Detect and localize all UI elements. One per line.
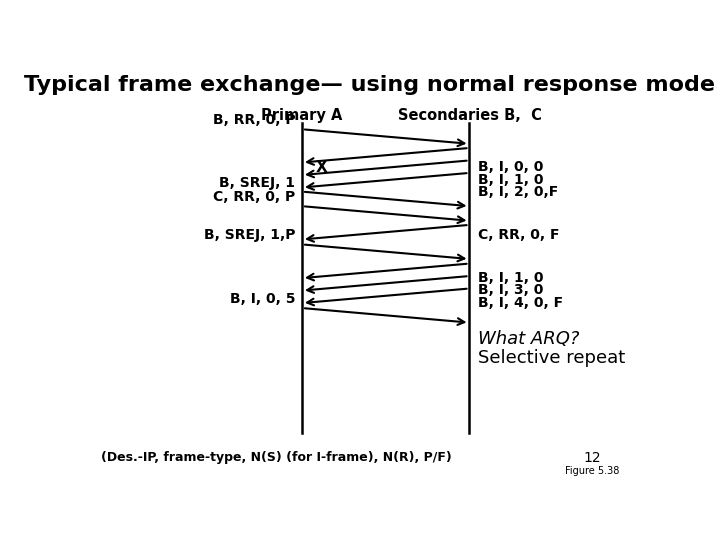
Text: B, I, 0, 5: B, I, 0, 5 xyxy=(230,292,295,306)
Text: B, I, 1, 0: B, I, 1, 0 xyxy=(478,271,544,285)
Text: Figure 5.38: Figure 5.38 xyxy=(565,467,619,476)
Text: 12: 12 xyxy=(583,451,601,465)
Text: (Des.-IP, frame-type, N(S) (for I-frame), N(R), P/F): (Des.-IP, frame-type, N(S) (for I-frame)… xyxy=(101,451,452,464)
Text: Secondaries B,  C: Secondaries B, C xyxy=(397,109,541,124)
Text: B, RR, 0, P: B, RR, 0, P xyxy=(212,113,295,127)
Text: Selective repeat: Selective repeat xyxy=(478,349,625,367)
Text: B, I, 3, 0: B, I, 3, 0 xyxy=(478,283,543,297)
Text: C, RR, 0, P: C, RR, 0, P xyxy=(213,190,295,204)
Text: Typical frame exchange— using normal response mode: Typical frame exchange— using normal res… xyxy=(24,75,714,95)
Text: B, SREJ, 1,P: B, SREJ, 1,P xyxy=(204,228,295,242)
Text: C, RR, 0, F: C, RR, 0, F xyxy=(478,228,559,242)
Text: B, I, 4, 0, F: B, I, 4, 0, F xyxy=(478,295,563,309)
Text: B, I, 1, 0: B, I, 1, 0 xyxy=(478,173,544,187)
Text: B, I, 2, 0,F: B, I, 2, 0,F xyxy=(478,185,558,199)
Text: B, SREJ, 1: B, SREJ, 1 xyxy=(220,176,295,190)
Text: What ARQ?: What ARQ? xyxy=(478,330,579,348)
Text: X: X xyxy=(315,160,328,176)
Text: B, I, 0, 0: B, I, 0, 0 xyxy=(478,160,543,174)
Text: Primary A: Primary A xyxy=(261,109,343,124)
